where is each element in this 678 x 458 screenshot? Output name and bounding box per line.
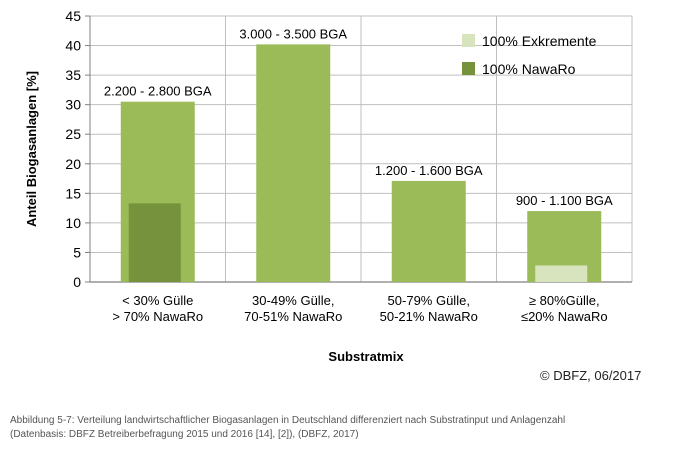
bar-chart: 0 5 10 15 20 25 30 35 40 45 2.200 - 2.800 BGA 3.000… bbox=[24, 8, 633, 364]
x-tick-label: > 70% NawaRo bbox=[112, 309, 203, 324]
x-tick-label: < 30% Gülle bbox=[122, 293, 193, 308]
copyright-note: © DBFZ, 06/2017 bbox=[540, 368, 642, 383]
bar-data-label: 3.000 - 3.500 BGA bbox=[239, 26, 347, 41]
x-tick-label: 30-49% Gülle, bbox=[252, 293, 334, 308]
caption-line-2: (Datenbasis: DBFZ Betreiberbefragung 201… bbox=[10, 429, 359, 440]
y-tick-label: 0 bbox=[73, 274, 81, 290]
y-tick-label: 40 bbox=[65, 38, 81, 54]
overlay-bar bbox=[535, 265, 588, 282]
y-tick-label: 20 bbox=[65, 156, 81, 172]
y-tick-label: 5 bbox=[73, 244, 81, 260]
y-axis-title: Anteil Biogasanlagen [%] bbox=[24, 71, 39, 227]
x-tick-label: 50-21% NawaRo bbox=[380, 309, 478, 324]
y-tick-label: 15 bbox=[65, 185, 81, 201]
x-axis-title: Substratmix bbox=[328, 349, 404, 364]
y-tick-label: 30 bbox=[65, 97, 81, 113]
y-tick-label: 45 bbox=[65, 8, 81, 24]
overlay-bar bbox=[128, 203, 181, 282]
bar bbox=[256, 44, 331, 282]
x-tick-label: 50-79% Gülle, bbox=[388, 293, 470, 308]
legend-swatch bbox=[462, 62, 475, 75]
bar-data-label: 900 - 1.100 BGA bbox=[516, 193, 613, 208]
bar-data-label: 2.200 - 2.800 BGA bbox=[104, 84, 212, 99]
legend-label: 100% Exkremente bbox=[482, 33, 597, 49]
caption-line-1: Abbildung 5-7: Verteilung landwirtschaft… bbox=[10, 415, 566, 426]
x-tick-label: ≤20% NawaRo bbox=[521, 309, 608, 324]
x-tick-label: ≥ 80%Gülle, bbox=[529, 293, 600, 308]
y-tick-label: 35 bbox=[65, 67, 81, 83]
figure-caption: Abbildung 5-7: Verteilung landwirtschaft… bbox=[10, 414, 670, 442]
bar-data-label: 1.200 - 1.600 BGA bbox=[375, 163, 483, 178]
y-tick-label: 25 bbox=[65, 126, 81, 142]
x-tick-label: 70-51% NawaRo bbox=[244, 309, 342, 324]
y-tick-label: 10 bbox=[65, 215, 81, 231]
legend-label: 100% NawaRo bbox=[482, 61, 576, 77]
legend-swatch bbox=[462, 34, 475, 47]
bar bbox=[391, 180, 466, 282]
